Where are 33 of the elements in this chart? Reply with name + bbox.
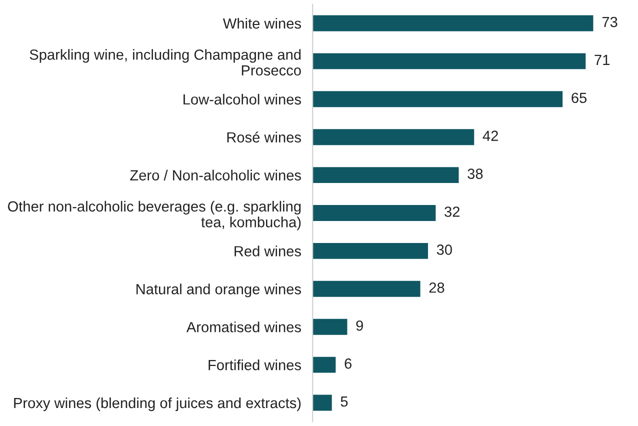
data-label: 71 <box>594 54 610 65</box>
y-tick-label: Fortified wines <box>208 360 301 370</box>
data-label: 9 <box>356 320 363 331</box>
y-tick-label: Aromatised wines <box>186 322 301 332</box>
bar <box>312 318 348 335</box>
data-label: 42 <box>482 130 498 141</box>
bar <box>312 356 336 373</box>
y-tick-label: Sparkling wine, including Champagne and Prosecco <box>30 49 301 76</box>
data-label: 28 <box>429 282 444 293</box>
y-tick-label: Other non-alcoholic beverages (e.g. sparkling tea, kombucha) <box>8 200 301 230</box>
data-label: 73 <box>602 16 618 28</box>
y-tick-label: Rosé wines <box>227 132 301 143</box>
data-label: 30 <box>436 244 452 255</box>
bar <box>312 129 474 146</box>
bar <box>312 280 420 297</box>
bar <box>312 242 428 259</box>
y-tick-label: Red wines <box>234 246 301 256</box>
bar <box>312 394 332 411</box>
bar <box>312 91 563 108</box>
y-tick-label: Natural and orange wines <box>136 284 301 298</box>
y-tick-label: Zero / Non-alcoholic wines <box>130 170 301 180</box>
bar <box>312 53 586 70</box>
bar <box>312 15 594 32</box>
bar <box>312 167 459 184</box>
data-label: 65 <box>572 92 587 104</box>
y-tick-label: Proxy wines (blending of juices and extracts) <box>14 397 301 412</box>
data-label: 5 <box>340 396 348 407</box>
data-label: 38 <box>468 168 483 179</box>
bar <box>312 205 436 221</box>
data-label: 32 <box>444 206 460 217</box>
y-tick-label: Low-alcohol wines <box>184 94 301 105</box>
data-label: 6 <box>344 358 352 369</box>
y-tick-label: White wines <box>222 18 301 29</box>
